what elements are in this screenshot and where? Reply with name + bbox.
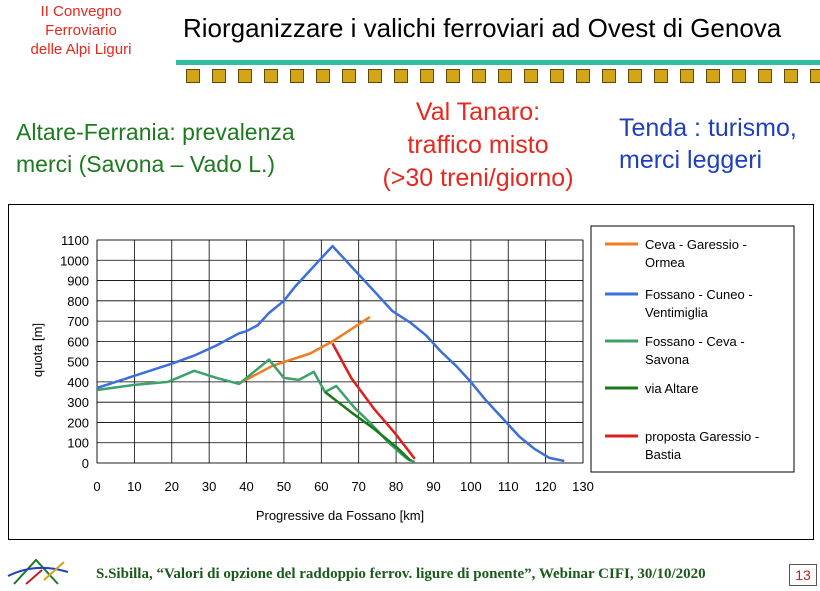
- y-tick-label: 500: [67, 355, 89, 370]
- title-underline: [176, 60, 820, 65]
- legend-entry: proposta Garessio -: [645, 429, 759, 444]
- decorative-square: [498, 69, 512, 83]
- y-tick-label: 400: [67, 375, 89, 390]
- decorative-square: [628, 69, 642, 83]
- plot-area: [96, 239, 584, 464]
- decorative-square: [316, 69, 330, 83]
- decorative-square: [212, 69, 226, 83]
- decorative-square: [654, 69, 668, 83]
- headline-line: merci (Savona – Vado L.): [16, 151, 276, 177]
- y-tick-label: 600: [67, 334, 89, 349]
- x-tick-label: 120: [535, 479, 557, 494]
- series-line-2: [96, 244, 565, 463]
- headline-line: Tenda : turismo,: [619, 114, 797, 142]
- decorative-square: [706, 69, 720, 83]
- conference-line: II Convegno: [40, 3, 122, 20]
- series-line-4: [324, 391, 412, 462]
- legend-entry: Fossano - Ceva -: [645, 334, 745, 349]
- series-line-1: [238, 315, 371, 385]
- decorative-squares: [186, 69, 820, 83]
- x-tick-label: 20: [165, 479, 179, 494]
- decorative-square: [186, 69, 200, 83]
- decorative-square: [680, 69, 694, 83]
- chart-series: [96, 244, 565, 464]
- decorative-square: [238, 69, 252, 83]
- decorative-square: [550, 69, 564, 83]
- y-tick-label: 1000: [60, 253, 89, 268]
- x-tick-label: 80: [389, 479, 403, 494]
- headline-val-tanaro: Val Tanaro: traffico misto (>30 treni/gi…: [363, 96, 593, 195]
- y-tick-label: 100: [67, 436, 89, 451]
- decorative-square: [784, 69, 798, 83]
- x-tick-label: 100: [460, 479, 482, 494]
- decorative-square: [290, 69, 304, 83]
- footer-citation: S.Sibilla, “Valori di opzione del raddop…: [96, 566, 706, 582]
- decorative-square: [420, 69, 434, 83]
- decorative-square: [576, 69, 590, 83]
- chart-ticks: 0 100 200 300 400 500 600 700 800 900 1000 1100 0 10 2…: [60, 233, 594, 494]
- slide-title: Riorganizzare i valichi ferroviari ad Ov…: [183, 13, 782, 43]
- x-tick-label: 60: [314, 479, 328, 494]
- legend-box: [590, 225, 795, 473]
- headline-line: Val Tanaro:: [415, 98, 541, 126]
- conference-line: Ferroviario: [45, 22, 117, 39]
- y-tick-label: 0: [82, 456, 89, 471]
- legend-entry: Savona: [645, 352, 690, 367]
- x-tick-label: 0: [93, 479, 100, 494]
- legend-entry: Ormea: [645, 255, 686, 270]
- y-tick-label: 900: [67, 274, 89, 289]
- headline-line: traffico misto: [407, 131, 549, 159]
- decorative-square: [264, 69, 278, 83]
- legend-entry: Bastia: [645, 447, 682, 462]
- cifi-logo-icon: [7, 558, 69, 585]
- headline-line: merci leggeri: [619, 146, 763, 174]
- decorative-square: [732, 69, 746, 83]
- x-tick-label: 130: [572, 479, 594, 494]
- y-tick-label: 1100: [61, 233, 89, 248]
- y-tick-label: 300: [67, 395, 89, 410]
- x-tick-label: 40: [239, 479, 253, 494]
- legend-entry: Fossano - Cuneo -: [645, 287, 753, 302]
- decorative-square: [524, 69, 538, 83]
- y-tick-label: 800: [67, 294, 89, 309]
- decorative-square: [342, 69, 356, 83]
- decorative-square: [810, 69, 820, 83]
- headline-line: (>30 treni/giorno): [382, 164, 574, 192]
- chart-grid: [96, 239, 584, 464]
- conference-line: delle Alpi Liguri: [30, 41, 132, 58]
- legend-entry: Ventimiglia: [645, 305, 709, 320]
- page-number: 13: [789, 564, 817, 586]
- x-tick-label: 70: [351, 479, 365, 494]
- x-tick-label: 110: [498, 479, 519, 494]
- headline-line: Altare-Ferrania: prevalenza: [16, 119, 295, 145]
- legend-entry: Ceva - Garessio -: [645, 237, 747, 252]
- x-tick-label: 90: [426, 479, 440, 494]
- legend-entry: via Altare: [645, 381, 698, 396]
- series-line-5: [331, 342, 416, 460]
- chart-frame: [8, 204, 814, 540]
- decorative-square: [446, 69, 460, 83]
- headline-tenda: Tenda : turismo, merci leggeri: [619, 112, 797, 176]
- x-tick-label: 50: [277, 479, 291, 494]
- y-tick-label: 700: [67, 314, 89, 329]
- y-axis-label: quota [m]: [30, 323, 45, 377]
- decorative-square: [602, 69, 616, 83]
- decorative-square: [368, 69, 382, 83]
- y-tick-label: 200: [67, 415, 89, 430]
- x-axis-label: Progressive da Fossano [km]: [256, 508, 424, 523]
- decorative-square: [758, 69, 772, 83]
- decorative-square: [472, 69, 486, 83]
- x-tick-label: 30: [202, 479, 216, 494]
- decorative-square: [394, 69, 408, 83]
- series-line-3: [96, 358, 416, 464]
- conference-name: II Convegno Ferroviario delle Alpi Ligur…: [8, 2, 154, 59]
- chart-legend: Ceva - Garessio - Ormea Fossano - Cuneo - V…: [590, 225, 795, 473]
- headline-altare: Altare-Ferrania: prevalenza merci (Savon…: [16, 116, 295, 180]
- x-tick-label: 10: [127, 479, 141, 494]
